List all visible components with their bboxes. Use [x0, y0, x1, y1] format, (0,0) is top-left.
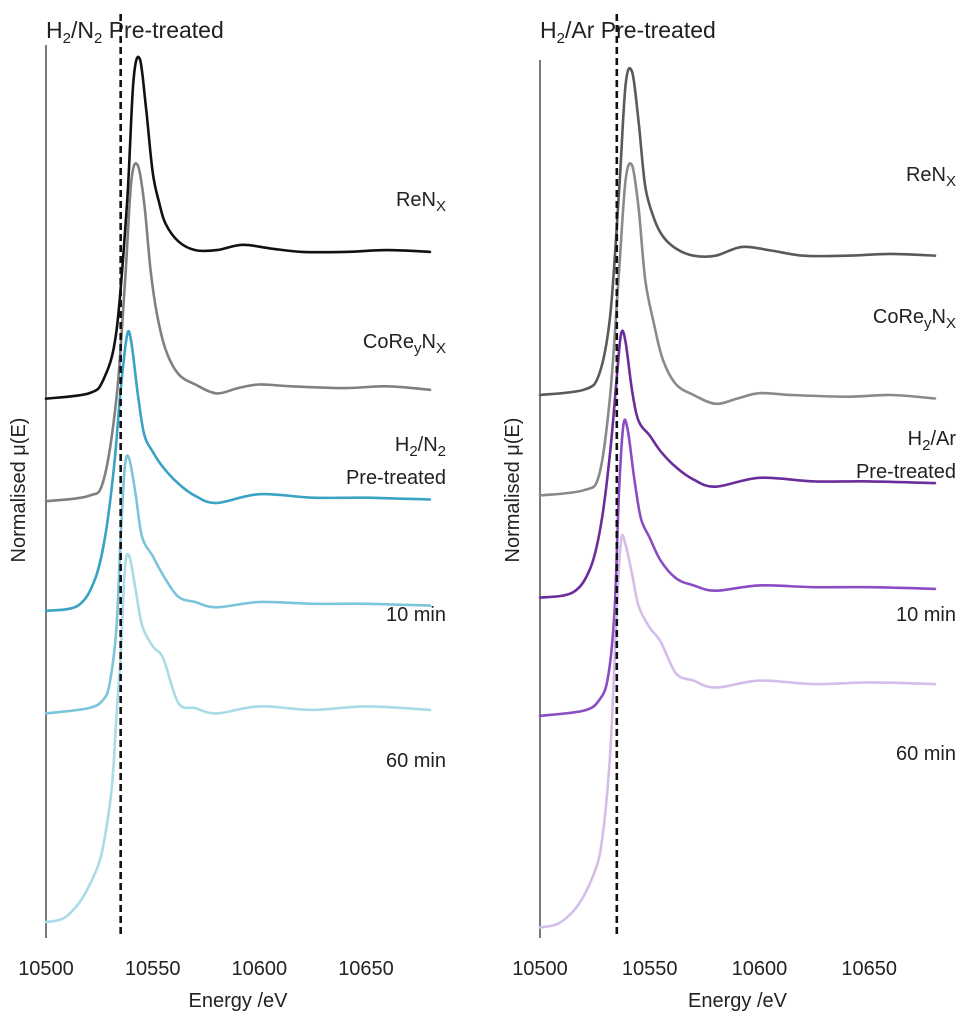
- x-tick-label: 10600: [232, 958, 288, 980]
- series-label: Pre-treated: [856, 461, 956, 483]
- x-tick-label: 10650: [841, 958, 897, 980]
- series-line-2: [538, 162, 937, 497]
- x-tick-label: 10600: [732, 958, 788, 980]
- series-label: Pre-treated: [346, 467, 446, 489]
- series-label: 60 min: [896, 743, 956, 765]
- series-label: ReNX​: [396, 189, 446, 215]
- series-label: 60 min: [386, 750, 446, 772]
- series-line-1: [538, 66, 937, 397]
- series-label: H2​/N2​: [395, 434, 446, 460]
- series-label: CoRey​NX​: [873, 306, 956, 332]
- series-line-3: [44, 329, 432, 613]
- x-tick-label: 10550: [125, 958, 181, 980]
- series-line-5: [538, 533, 937, 929]
- series-line-5: [44, 552, 432, 924]
- series-label: 10 min: [896, 604, 956, 626]
- y-axis-label: Normalised μ(E): [8, 418, 30, 563]
- series-line-1: [44, 55, 432, 400]
- chart-panel-2: H2​/Ar Pre-treated Normalised μ(E) 10500 10…: [502, 14, 956, 1012]
- series-label: H2​/Ar: [908, 428, 957, 454]
- panel-title: H2​/N2​ Pre-treated: [46, 17, 224, 47]
- series-line-2: [44, 162, 432, 503]
- x-tick-label: 10650: [338, 958, 394, 980]
- series-label: ReNX​: [906, 164, 956, 190]
- x-tick-label: 10500: [18, 958, 74, 980]
- chart-panel-1: H2​/N2​ Pre-treated Normalised μ(E) 10500 1…: [8, 14, 446, 1012]
- x-tick-label: 10500: [512, 958, 568, 980]
- series-line-4: [44, 454, 432, 715]
- series-label: CoRey​NX​: [363, 331, 446, 357]
- series-label: 10 min: [386, 604, 446, 626]
- series-line-4: [538, 418, 937, 718]
- panel-title: H2​/Ar Pre-treated: [540, 17, 716, 47]
- series-line-3: [538, 329, 937, 599]
- x-axis-label: Energy /eV: [688, 990, 788, 1012]
- y-axis-label: Normalised μ(E): [502, 418, 524, 563]
- x-axis-label: Energy /eV: [189, 990, 289, 1012]
- x-tick-label: 10550: [622, 958, 678, 980]
